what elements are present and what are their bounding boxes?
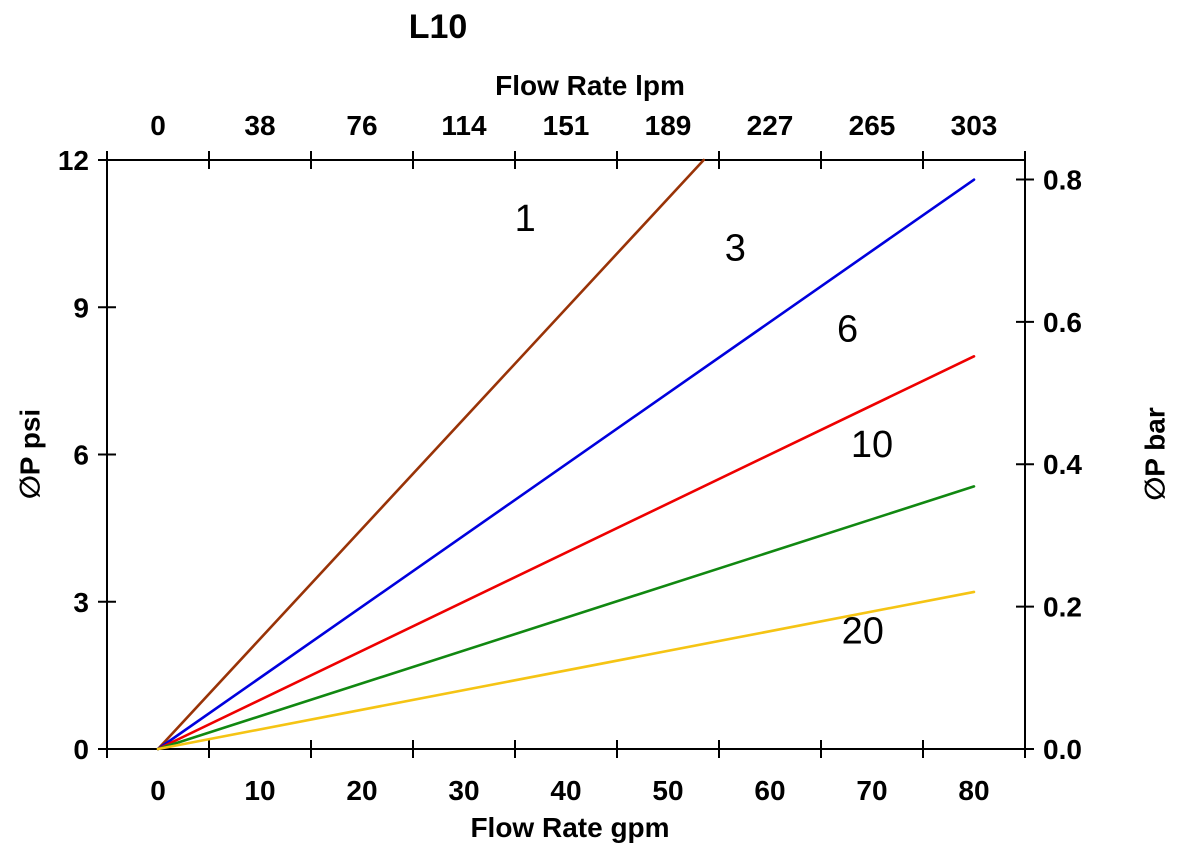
right-axis-tick-label: 0.6 xyxy=(1043,307,1082,338)
left-axis-tick-label: 3 xyxy=(73,587,89,618)
bottom-axis-title: Flow Rate gpm xyxy=(470,812,670,843)
bottom-axis-tick-label: 50 xyxy=(652,775,683,806)
left-axis-tick-label: 0 xyxy=(73,734,89,765)
top-axis-tick-label: 151 xyxy=(543,110,590,141)
right-axis-tick-label: 0.2 xyxy=(1043,592,1082,623)
bottom-axis-tick-label: 80 xyxy=(958,775,989,806)
bottom-axis-tick-label: 60 xyxy=(754,775,785,806)
series-label-3: 3 xyxy=(725,228,746,270)
bottom-axis-tick-label: 30 xyxy=(448,775,479,806)
bottom-axis-tick-label: 20 xyxy=(346,775,377,806)
series-line-10 xyxy=(156,485,976,751)
left-axis-tick-label: 12 xyxy=(58,145,89,176)
series-label-1: 1 xyxy=(515,198,536,240)
top-axis-tick-label: 227 xyxy=(747,110,794,141)
series-label-20: 20 xyxy=(842,610,884,652)
chart-title: L10 xyxy=(408,8,468,46)
series-line-3 xyxy=(156,178,976,751)
top-axis-tick-label: 265 xyxy=(849,110,896,141)
right-axis-tick-label: 0.4 xyxy=(1043,449,1082,480)
right-axis-title: ∅P bar xyxy=(1139,407,1171,501)
bottom-axis-tick-label: 40 xyxy=(550,775,581,806)
series-label-6: 6 xyxy=(837,309,858,351)
top-axis-tick-label: 76 xyxy=(346,110,377,141)
series-line-20 xyxy=(156,590,976,751)
bottom-axis-tick-label: 10 xyxy=(244,775,275,806)
top-axis-tick-label: 0 xyxy=(150,110,166,141)
series-line-1 xyxy=(156,158,706,751)
top-axis-tick-label: 38 xyxy=(244,110,275,141)
left-axis-title: ∅P psi xyxy=(14,408,46,500)
series-label-10: 10 xyxy=(851,424,893,466)
top-axis-title: Flow Rate lpm xyxy=(495,70,685,101)
top-axis-tick-label: 114 xyxy=(441,110,487,141)
series-line-6 xyxy=(156,355,976,751)
left-axis-tick-label: 6 xyxy=(73,440,89,471)
right-axis-tick-label: 0.0 xyxy=(1043,734,1082,765)
left-axis-tick-label: 9 xyxy=(73,292,89,323)
bottom-axis-tick-label: 0 xyxy=(150,775,166,806)
top-axis-tick-label: 189 xyxy=(645,110,692,141)
top-axis-tick-label: 303 xyxy=(951,110,998,141)
right-axis-tick-label: 0.8 xyxy=(1043,164,1082,195)
bottom-axis-tick-label: 70 xyxy=(856,775,887,806)
